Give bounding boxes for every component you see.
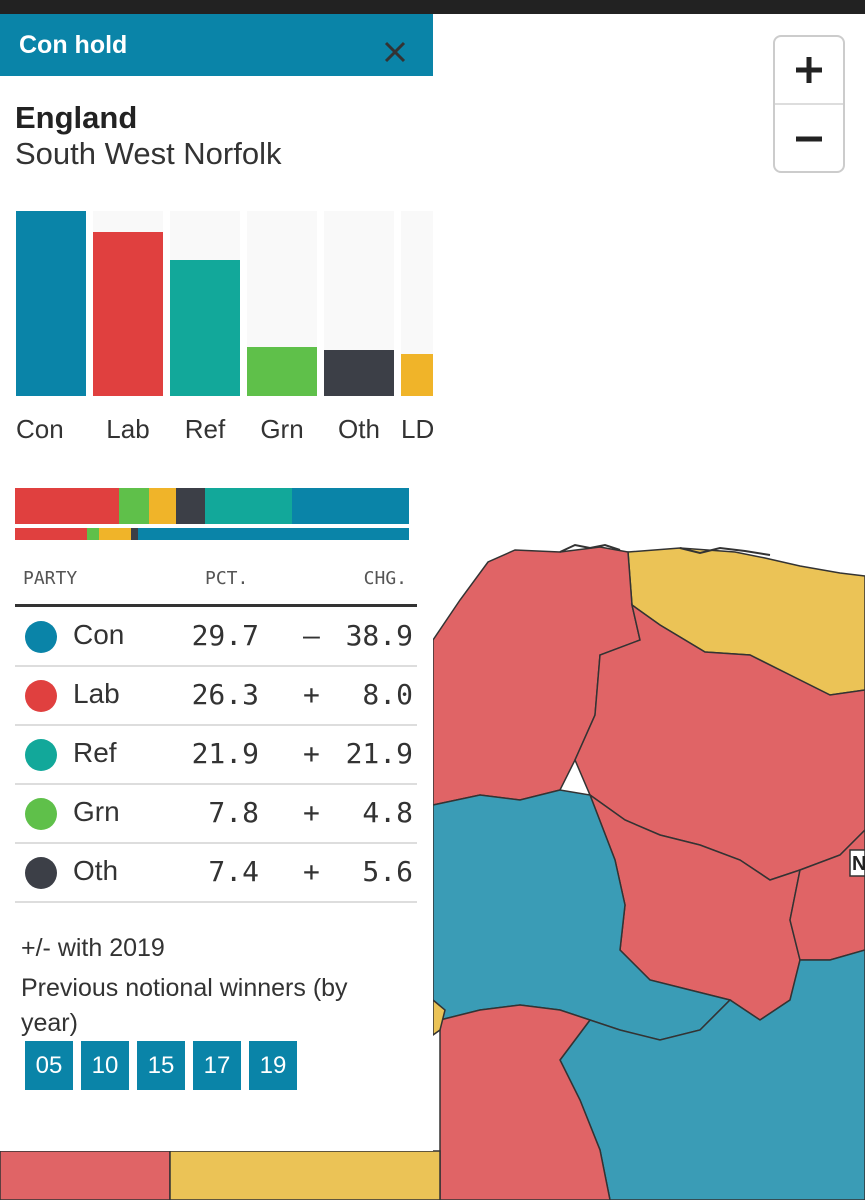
results-table-header: PARTY PCT. CHG.: [15, 566, 417, 607]
bar-label-ld: LD: [401, 414, 435, 444]
party-color-dot: [25, 739, 57, 771]
strip-segment-ld: [99, 528, 131, 540]
party-change: 8.0: [362, 678, 413, 711]
zoom-in-button[interactable]: [775, 37, 843, 105]
plus-icon: [796, 57, 822, 83]
strip-segment-oth: [130, 528, 138, 540]
map-constituency-ld-bottom[interactable]: [169, 1150, 441, 1200]
col-header-party: PARTY: [23, 568, 78, 589]
party-change: 38.9: [345, 619, 413, 652]
bar-lab: [93, 232, 163, 396]
party-change: 21.9: [345, 737, 413, 770]
constituency-name: South West Norfolk: [15, 136, 282, 171]
party-name: Oth: [73, 855, 119, 886]
party-pct: 21.9: [191, 737, 259, 770]
party-name: Ref: [73, 737, 117, 768]
vote-share-bar-chart: Con Lab Ref Grn Oth LD: [0, 14, 434, 474]
party-name: Con: [73, 619, 125, 650]
change-sign: +: [303, 855, 320, 888]
year-button-17[interactable]: 17: [193, 1041, 241, 1090]
close-icon[interactable]: [381, 38, 409, 66]
year-button-15[interactable]: 15: [137, 1041, 185, 1090]
table-row: Con 29.7 –38.9: [15, 607, 417, 667]
minus-icon: [796, 136, 822, 142]
result-panel: Con hold England South West Norfolk Con L…: [0, 14, 434, 1151]
strip-segment-ld: [149, 488, 177, 524]
bar-label-grn: Grn: [260, 414, 304, 444]
map-constituency-lab-bottomleft[interactable]: [0, 1150, 171, 1200]
year-button-19[interactable]: 19: [249, 1041, 297, 1090]
party-change: 5.6: [362, 855, 413, 888]
change-sign: –: [303, 619, 320, 652]
table-row: Ref 21.9 +21.9: [15, 725, 417, 785]
party-pct: 7.8: [208, 796, 259, 829]
strip-segment-lab: [15, 488, 119, 524]
change-footnote: +/- with 2019: [21, 934, 165, 962]
change-sign: +: [303, 678, 320, 711]
region-name: England: [15, 100, 138, 135]
year-button-05[interactable]: 05: [25, 1041, 73, 1090]
table-row: Grn 7.8 +4.8: [15, 784, 417, 844]
map-coastline: [559, 543, 771, 556]
strip-segment-con: [291, 488, 409, 524]
col-header-chg: CHG.: [363, 568, 407, 589]
bar-ld: [401, 353, 433, 396]
strip-segment-oth: [176, 488, 206, 524]
zoom-out-button[interactable]: [775, 105, 843, 173]
bar-label-con: Con: [16, 414, 64, 444]
party-color-dot: [25, 857, 57, 889]
bar-label-lab: Lab: [106, 414, 150, 444]
party-change: 4.8: [362, 796, 413, 829]
change-sign: +: [303, 796, 320, 829]
vote-share-strip-previous: [15, 528, 409, 540]
bar-label-oth: Oth: [338, 414, 380, 444]
bar-ref: [170, 259, 240, 396]
party-color-dot: [25, 621, 57, 653]
party-name: Lab: [73, 678, 120, 709]
map-constituency-ld-edge[interactable]: [432, 998, 446, 1037]
bar-oth: [324, 349, 394, 396]
strip-segment-lab: [15, 528, 88, 540]
table-row: Lab 26.3 +8.0: [15, 666, 417, 726]
col-header-pct: PCT.: [205, 568, 249, 589]
party-pct: 26.3: [191, 678, 259, 711]
party-color-dot: [25, 798, 57, 830]
party-name: Grn: [73, 796, 120, 827]
party-pct: 7.4: [208, 855, 259, 888]
map-constituency-lab-southwest[interactable]: [439, 1004, 611, 1200]
strip-segment-grn: [87, 528, 100, 540]
previous-winners-title: Previous notional winners (by year): [21, 974, 348, 1037]
vote-share-strip-current: [15, 488, 409, 524]
bar-label-ref: Ref: [184, 414, 226, 444]
change-sign: +: [303, 737, 320, 770]
result-header: Con hold: [0, 14, 433, 76]
result-status-title: Con hold: [19, 31, 128, 59]
bar-con: [16, 211, 86, 396]
strip-segment-con: [137, 528, 409, 540]
bar-grn: [247, 347, 317, 396]
zoom-control: [773, 35, 845, 173]
table-row: Oth 7.4 +5.6: [15, 843, 417, 903]
strip-segment-grn: [118, 488, 150, 524]
strip-segment-ref: [205, 488, 292, 524]
year-button-10[interactable]: 10: [81, 1041, 129, 1090]
party-color-dot: [25, 680, 57, 712]
party-pct: 29.7: [191, 619, 259, 652]
map-place-label: N: [852, 853, 865, 875]
top-status-bar: [0, 0, 865, 14]
